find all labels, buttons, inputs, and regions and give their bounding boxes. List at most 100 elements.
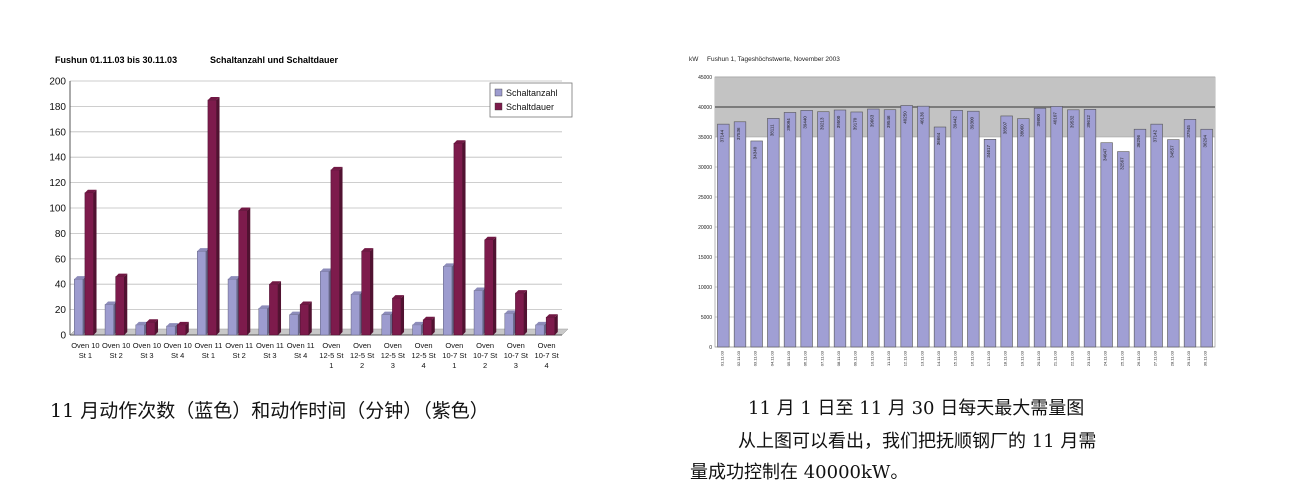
chart2-bar	[917, 105, 930, 348]
chart1-xtick-label: 1	[452, 361, 456, 370]
chart2-xtick-label: 27.11.03	[1153, 350, 1158, 366]
chart1-bar-side	[554, 314, 558, 335]
chart2-bar	[783, 112, 797, 348]
chart2-xtick-label: 30.11.03	[1203, 350, 1208, 366]
chart1-bar-top	[381, 311, 394, 315]
chart2-xtick-label: 26.11.03	[1136, 350, 1141, 366]
chart1-ytick-label: 80	[55, 229, 67, 240]
chart1-xtick-label: 10-7 St	[504, 351, 529, 360]
chart2-data-label: 40136	[919, 111, 924, 124]
chart2-bar	[1000, 115, 1013, 348]
chart1-bar-schaltanzahl	[443, 266, 453, 336]
chart1-bar-schaltanzahl	[227, 278, 237, 336]
chart1-bar-side	[308, 301, 312, 335]
chart2-ytick-label: 35000	[698, 135, 712, 141]
chart1-bar-schaltdauer	[330, 169, 340, 336]
chart1-xtick-label: St 4	[171, 351, 184, 360]
chart2-data-label: 34047	[1103, 148, 1108, 161]
chart1-bar-side	[370, 248, 374, 335]
chart2-bar	[1117, 151, 1130, 348]
chart1-bar-schaltanzahl	[535, 324, 545, 336]
chart2-xtick-label: 03.11.03	[753, 350, 758, 366]
chart2-bar	[1050, 106, 1063, 348]
chart2-data-label: 37536	[736, 127, 741, 140]
chart2-bar	[850, 111, 863, 348]
chart2-xtick-label: 25.11.03	[1119, 350, 1124, 366]
chart1-bar-top	[361, 248, 374, 252]
chart1-xtick-label: 10-7 St	[535, 351, 560, 360]
chart1-bar-top	[166, 323, 179, 327]
chart1-bar-schaltanzahl	[504, 313, 514, 336]
conclusion-line-2: 量成功控制在 40000kW。	[690, 462, 909, 483]
chart2-data-label: 38060	[1019, 124, 1024, 137]
chart1-bar-top	[453, 140, 466, 144]
chart2-xtick-label: 21.11.03	[1053, 350, 1058, 366]
chart2-bar	[817, 111, 830, 348]
chart2-bar	[1033, 107, 1047, 348]
chart1-bar-schaltanzahl	[197, 250, 207, 336]
chart1-xtick-label: St 3	[263, 351, 276, 360]
chart2-xtick-label: 04.11.03	[769, 350, 774, 366]
chart1-xtick-label: 2	[483, 361, 487, 370]
chart1-bar-schaltdauer	[515, 292, 525, 336]
chart1-xtick-label: Oven 10	[102, 341, 130, 350]
chart1-bar-schaltanzahl	[320, 271, 330, 336]
chart2-bar	[867, 108, 880, 348]
chart1-xtick-label: Oven	[415, 341, 433, 350]
chart1-xtick-label: Oven	[322, 341, 340, 350]
chart1-bar-top	[474, 287, 486, 291]
chart1-bar-top	[443, 263, 455, 267]
chart2-xtick-label: 09.11.03	[853, 350, 858, 366]
chart1-bar-top	[546, 314, 558, 318]
chart1-xtick-label: St 1	[202, 351, 215, 360]
chart2-title: Fushun 1, Tageshöchstwerte, November 200…	[707, 56, 840, 63]
chart2-ytick-label: 10000	[698, 285, 712, 291]
chart1-bar-schaltanzahl	[350, 294, 360, 336]
chart1-bar-schaltanzahl	[135, 324, 145, 336]
chart2-bar	[1083, 109, 1097, 348]
chart2-ylabel: kW	[689, 56, 699, 63]
chart1-bar-schaltdauer	[115, 276, 125, 336]
chart1-bar-schaltanzahl	[473, 290, 483, 336]
chart1-ytick-label: 20	[55, 305, 67, 316]
chart1-caption: 11 月动作次数（蓝色）和动作时间（分钟）（紫色）	[50, 400, 489, 422]
chart1-xtick-label: St 2	[232, 351, 245, 360]
chart1-bar-schaltanzahl	[289, 314, 299, 336]
chart1-bar-schaltdauer	[84, 192, 94, 336]
chart1-bar-side	[247, 207, 251, 335]
chart1-bar-top	[351, 291, 363, 295]
chart2-data-label: 40107	[1053, 112, 1058, 125]
chart1-xtick-label: 3	[391, 361, 395, 370]
chart2-ytick-label: 5000	[701, 315, 712, 321]
chart1-bar-top	[197, 248, 209, 252]
chart1-bar-side	[462, 140, 466, 335]
chart2-ytick-label: 0	[709, 345, 712, 351]
chart1-bar-schaltdauer	[299, 304, 310, 336]
chart1-bar-top	[238, 207, 251, 211]
chart1-bar-top	[535, 321, 548, 325]
chart1-bar-schaltdauer	[545, 316, 556, 336]
chart1-bar-top	[289, 311, 302, 315]
chart1-bar-top	[228, 276, 240, 280]
chart2-xtick-label: 17.11.03	[986, 350, 991, 366]
chart1-xtick-label: St 3	[140, 351, 153, 360]
chart2-xtick-label: 01.11.03	[719, 350, 724, 366]
chart1-bar-schaltdauer	[207, 99, 217, 336]
chart1-bar-side	[155, 319, 159, 335]
chart2-data-label: 34557	[1169, 145, 1174, 158]
chart1-xtick-label: Oven	[538, 341, 556, 350]
chart1-ytick-label: 40	[55, 280, 67, 291]
chart2-bar	[1183, 119, 1197, 348]
chart2-svg: kW Fushun 1, Tageshöchstwerte, November 2…	[689, 56, 1216, 366]
chart2-bar	[1100, 142, 1113, 348]
chart2-bar	[1200, 128, 1213, 348]
chart1-xtick-label: Oven 10	[163, 341, 191, 350]
chart2-xtick-label: 29.11.03	[1186, 350, 1191, 366]
chart1-bar-top	[484, 236, 497, 240]
chart1-ytick-label: 100	[49, 204, 66, 215]
chart1-xtick-label: 10-7 St	[473, 351, 498, 360]
chart1-bar-side	[431, 316, 435, 335]
chart1-ytick-label: 140	[49, 153, 66, 164]
chart2-data-label: 36296	[1136, 134, 1141, 147]
chart1-subtitle: Schaltanzahl und Schaltdauer	[210, 55, 339, 65]
